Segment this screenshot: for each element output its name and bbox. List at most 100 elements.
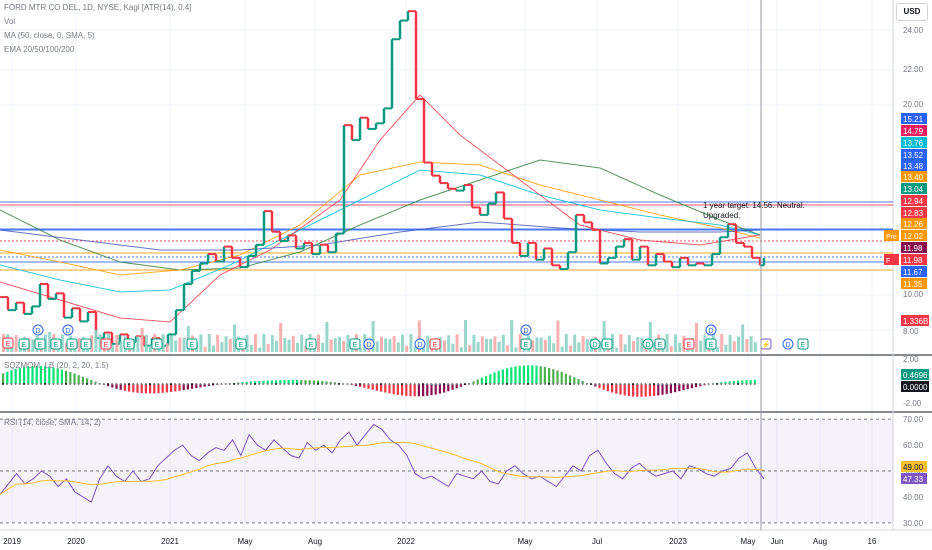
squeeze-dot [396, 383, 399, 385]
momentum-bar [426, 384, 429, 396]
squeeze-dot [598, 383, 601, 385]
currency-button[interactable]: USD [896, 3, 928, 21]
momentum-bar [564, 373, 567, 384]
squeeze-dot [581, 383, 584, 385]
time-axis-tick: 2021 [161, 537, 179, 546]
momentum-bar [476, 379, 479, 384]
price-level-label [901, 171, 927, 182]
volume-bar [249, 344, 253, 352]
momentum-bar [451, 384, 454, 390]
squeeze-dot [426, 383, 429, 385]
volume-bar [199, 334, 203, 352]
earnings-marker [123, 338, 135, 350]
momentum-bar [165, 384, 168, 393]
volume-bar [468, 345, 472, 352]
squeeze-dot [585, 383, 588, 385]
squeeze-dot [48, 383, 51, 385]
momentum-bar [287, 380, 290, 384]
squeeze-dot [606, 383, 609, 385]
volume-bar [703, 335, 707, 352]
dividend-marker [62, 324, 74, 336]
squeeze-dot [644, 383, 647, 385]
momentum-bar [527, 365, 530, 384]
momentum-bar [753, 379, 756, 384]
volume-value-label [901, 315, 929, 326]
volume-bar [388, 339, 392, 352]
volume-bar [300, 334, 304, 352]
momentum-bar [737, 380, 740, 384]
squeeze-dot [170, 383, 172, 385]
momentum-bar [686, 384, 689, 390]
squeeze-dot [716, 383, 718, 385]
volume-bar [279, 323, 283, 352]
price-level-label [901, 160, 927, 171]
volume-bar [392, 336, 396, 352]
volume-bar [539, 337, 543, 352]
time-axis-tick: May [517, 537, 532, 546]
price-tag-text: F [886, 258, 890, 265]
volume-bar [678, 342, 682, 352]
price-level-label [901, 149, 927, 160]
earnings-marker [34, 338, 46, 350]
squeeze-dot [371, 383, 374, 385]
volume-bar [476, 341, 480, 352]
momentum-bar [283, 380, 286, 384]
volume-bar [102, 347, 106, 352]
squeeze-dot [602, 383, 605, 385]
squeeze-dot [321, 383, 324, 385]
volume-bar [270, 335, 274, 352]
momentum-bar [262, 380, 265, 384]
volume-bar [674, 334, 677, 352]
price-level-label [901, 207, 927, 218]
event-label: D [417, 342, 422, 349]
squeeze-dot [174, 383, 177, 385]
squeeze-dot [140, 383, 143, 385]
ema-legend: EMA 20/50/100/200 [4, 45, 75, 54]
squeeze-dot [161, 383, 164, 385]
volume-bar [329, 339, 333, 352]
squeeze-dot [367, 383, 370, 385]
squeeze-dot [94, 383, 97, 385]
volume-bar [77, 337, 81, 352]
volume-bar [216, 334, 220, 352]
momentum-bar [178, 384, 181, 391]
volume-bar [489, 338, 493, 352]
squeeze-dot [115, 383, 118, 385]
price-level-label [901, 278, 927, 289]
volume-bar [497, 341, 501, 352]
momentum-bar [745, 380, 748, 384]
squeeze-dot [291, 383, 294, 385]
momentum-bar [18, 368, 21, 384]
squeeze-dot [354, 383, 357, 385]
sqz-zero-text: 0.0000 [903, 383, 928, 392]
price-level-text: 11.67 [903, 268, 923, 277]
time-axis-tick: 2022 [397, 537, 415, 546]
squeeze-dot [90, 383, 93, 385]
momentum-bar [191, 384, 194, 389]
price-level-text: 12.83 [903, 209, 924, 218]
squeeze-dot [636, 383, 639, 385]
volume-value-text: 1.336B [903, 317, 928, 326]
volume-bar [321, 342, 325, 352]
momentum-bar [52, 367, 55, 384]
price-level-text: 13.76 [903, 139, 924, 148]
volume-bar [728, 334, 732, 352]
momentum-bar [472, 381, 475, 384]
squeeze-dot [132, 383, 135, 385]
earnings-marker [80, 338, 92, 350]
momentum-bar [203, 384, 206, 387]
squeeze-dot [123, 383, 126, 385]
price-level-label [901, 254, 927, 265]
squeeze-dot [39, 383, 42, 385]
earnings-marker [683, 338, 695, 350]
rsi-value-label [901, 473, 927, 484]
volume-bar [464, 320, 467, 352]
squeeze-dot [648, 383, 651, 385]
annotation-line-2: Upgraded. [703, 211, 740, 220]
momentum-bar [300, 380, 303, 384]
squeeze-dot [52, 383, 55, 385]
squeeze-dot [300, 383, 303, 385]
squeeze-dot [594, 383, 597, 385]
ema-200-line [0, 159, 761, 271]
